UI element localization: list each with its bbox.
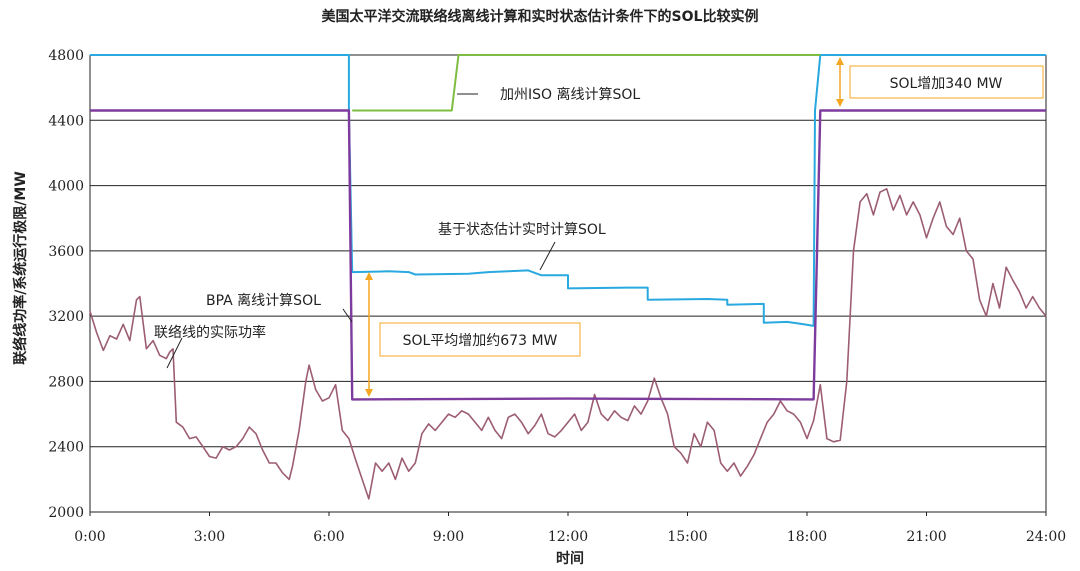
y-tick-label-4400: 4400 [48,113,84,129]
x-tick-label-0:00: 0:00 [74,529,105,545]
annotation-layer: 加州ISO 离线计算SOL 基于状态估计实时计算SOL BPA 离线计算SOL 联络线… [154,57,1044,397]
avg-increase-text: SOL平均增加约673 MW [403,333,558,349]
x-tick-label-6:00: 6:00 [313,529,344,545]
y-tick-label-2800: 2800 [48,374,84,390]
y-tick-label-2000: 2000 [48,505,84,521]
series-line-realtime_sol [90,54,1046,327]
avg-increase-arrow-head-top [365,272,373,280]
y-tick-label-4000: 4000 [48,179,84,195]
x-tick-label-18:00: 18:00 [787,529,827,545]
y-tick-label-2400: 2400 [48,440,84,456]
x-tick-label-15:00: 15:00 [667,529,707,545]
realtime-label-leader [539,241,556,271]
sol-340-box [849,65,1044,99]
axis-layer: 2000 2400 2800 3200 3600 4000 4400 4800 0:00 3:00… [48,48,1066,545]
bpa-label-leader [342,308,353,323]
avg-increase-box [379,322,581,357]
x-tick-label-9:00: 9:00 [433,529,464,545]
chart-title: 美国太平洋交流联络线离线计算和实时状态估计条件下的SOL比较实例 [321,9,759,25]
caiso-label: 加州ISO 离线计算SOL [500,86,640,103]
avg-increase-arrow [365,272,373,397]
x-tick-label-3:00: 3:00 [194,529,225,545]
sol-340-arrow [836,57,844,107]
actual-flow-label-leader [166,337,183,369]
y-tick-label-3200: 3200 [48,309,84,325]
y-tick-label-3600: 3600 [48,244,84,260]
sol-340-text: SOL增加340 MW [890,76,1003,92]
x-axis-label: 时间 [556,551,584,567]
series-line-actual_flow [89,188,1047,500]
bpa-label: BPA 离线计算SOL [206,292,321,309]
x-tick-label-21:00: 21:00 [906,529,946,545]
series-layer [89,54,1047,500]
y-tick-label-4800: 4800 [48,48,84,64]
x-tick-label-12:00: 12:00 [548,529,588,545]
x-tick-label-24:00: 24:00 [1026,529,1066,545]
avg-increase-arrow-head-bottom [365,389,373,397]
realtime-label: 基于状态估计实时计算SOL [438,221,606,238]
series-line-caiso_sol [352,54,821,112]
sol-340-arrow-head-bottom [836,99,844,107]
sol-340-arrow-head-top [836,57,844,65]
series-line-bpa_sol [90,109,1046,401]
actual-flow-label: 联络线的实际功率 [154,324,266,341]
